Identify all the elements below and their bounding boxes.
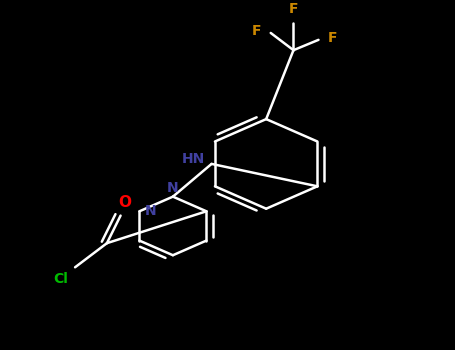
Text: O: O — [119, 195, 131, 210]
Text: F: F — [252, 24, 262, 38]
Text: N: N — [145, 204, 157, 218]
Text: F: F — [289, 2, 298, 16]
Text: N: N — [167, 181, 179, 195]
Text: F: F — [328, 31, 337, 45]
Text: HN: HN — [182, 152, 205, 166]
Text: Cl: Cl — [53, 272, 68, 286]
